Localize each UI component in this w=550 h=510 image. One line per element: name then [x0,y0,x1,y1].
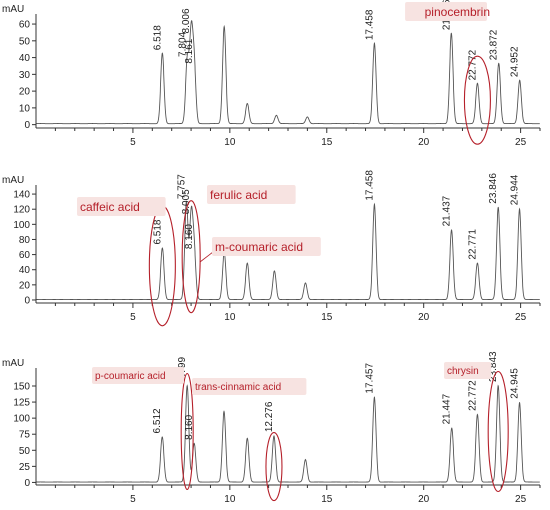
annotation-label: pinocembrin [425,5,490,19]
annotation-leader [200,252,213,262]
peak-label: 8.006 [181,8,192,33]
peak-label: 22.772 [467,380,478,411]
peak-label: 21.447 [442,393,453,424]
peak-label: 8.160 [184,224,195,249]
y-tick-label: 80 [19,235,31,246]
y-tick-label: 40 [19,53,31,64]
x-tick-label: 5 [130,312,136,323]
annotation-label: m-coumaric acid [215,240,303,254]
peak-label: 6.512 [152,408,163,433]
highlight-ellipse [266,433,282,501]
peak-label: 17.458 [364,170,375,201]
y-tick-label: 60 [19,20,31,31]
y-axis-label: mAU [2,4,24,15]
x-tick-label: 10 [224,494,236,505]
y-tick-label: 20 [19,87,31,98]
y-tick-label: 25 [19,462,31,473]
peak-label: 8.005 [181,189,192,214]
y-tick-label: 0 [24,478,30,489]
peak-label: 6.518 [152,219,163,244]
x-tick-label: 25 [515,494,527,505]
annotation-label: ferulic acid [210,188,267,202]
x-tick-label: 15 [321,312,333,323]
y-tick-label: 60 [19,250,31,261]
y-tick-label: 125 [13,398,30,409]
y-tick-label: 50 [19,36,31,47]
y-tick-label: 20 [19,280,31,291]
annotation-label: trans-cinnamic acid [195,382,281,393]
highlight-ellipse [182,201,200,313]
annotation-label: p-coumaric acid [95,371,166,382]
peak-label: 24.945 [510,368,521,399]
y-tick-label: 100 [13,220,30,231]
peak-label: 22.771 [467,229,478,260]
y-axis-label: mAU [2,358,24,369]
y-tick-label: 50 [19,446,31,457]
x-tick-label: 20 [418,137,430,148]
y-tick-label: 0 [24,295,30,306]
peak-label: 8.161 [184,38,195,63]
peak-label: 12.276 [264,401,275,432]
y-tick-label: 10 [19,103,31,114]
y-axis-label: mAU [2,175,24,186]
x-tick-label: 20 [418,312,430,323]
annotation-label: caffeic acid [80,200,140,214]
peak-label: 17.458 [364,9,375,40]
y-tick-label: 140 [13,190,30,201]
peak-label: 24.952 [510,46,521,77]
x-tick-label: 15 [321,137,333,148]
peak-label: 23.846 [488,173,499,204]
y-tick-label: 100 [13,414,30,425]
y-tick-label: 40 [19,265,31,276]
peak-label: 24.944 [510,174,521,205]
y-tick-label: 120 [13,205,30,216]
peak-label: 23.872 [489,29,500,60]
y-tick-label: 150 [13,382,30,393]
x-tick-label: 10 [224,137,236,148]
peak-label: 17.457 [364,363,375,394]
x-tick-label: 25 [515,137,527,148]
x-tick-label: 15 [321,494,333,505]
peak-label: 6.518 [152,25,163,50]
x-tick-label: 10 [224,312,236,323]
x-tick-label: 5 [130,137,136,148]
y-tick-label: 30 [19,70,31,81]
y-tick-label: 75 [19,430,31,441]
y-tick-label: 0 [24,120,30,131]
peak-label: 21.437 [442,195,453,226]
x-tick-label: 5 [130,494,136,505]
annotation-label: chrysin [447,366,479,377]
chromatogram-trace [36,386,539,482]
chart-panel-3: mAU02550751001251505101520256.5127.7998.… [2,351,540,505]
x-tick-label: 25 [515,312,527,323]
x-tick-label: 20 [418,494,430,505]
